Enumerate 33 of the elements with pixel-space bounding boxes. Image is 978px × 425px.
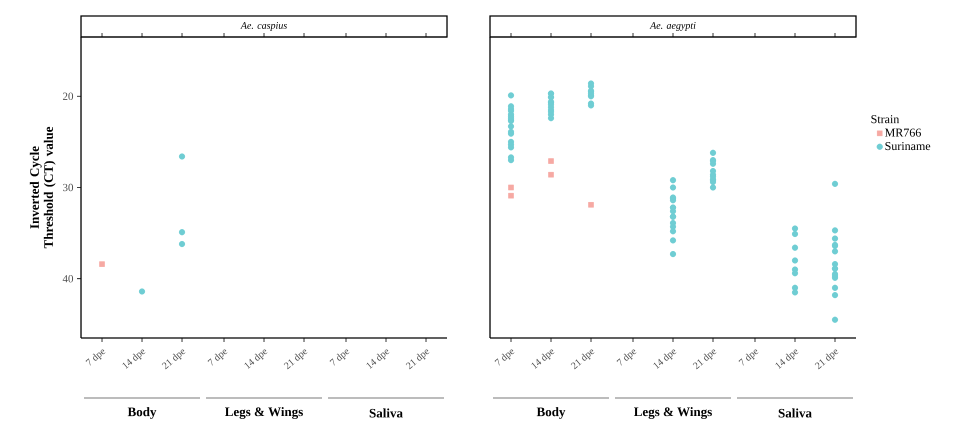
x-axis-title: Legs & Wings <box>634 407 712 419</box>
x-axis-title: Saliva <box>370 408 403 418</box>
x-tick-label: 14 dpe <box>244 350 268 370</box>
x-tick-label: 21 dpe <box>162 350 186 370</box>
y-tick-label: 30 <box>63 184 74 192</box>
x-tick-label: 7 dpe <box>208 350 228 366</box>
chart-title: Ae. aegypti <box>650 22 696 31</box>
y-tick-label: 40 <box>62 275 74 282</box>
x-tick-label: 7 dpe <box>616 350 636 366</box>
legend-label: MR766 <box>884 128 921 137</box>
x-tick-label: 21 dpe <box>814 350 838 370</box>
x-tick-label: 7 dpe <box>330 350 350 366</box>
x-tick-label: 14 dpe <box>654 350 676 370</box>
legend-label: Suriname <box>885 142 930 150</box>
x-tick-label: 14 dpe <box>776 350 798 370</box>
x-tick-label: 7 dpe <box>494 350 514 366</box>
x-tick-label: 14 dpe <box>122 350 146 370</box>
x-tick-label: 7 dpe <box>86 350 106 366</box>
x-axis-title: Legs & Wings <box>224 407 303 419</box>
x-tick-label: 21 dpe <box>692 350 716 370</box>
x-axis-title: Body <box>536 407 566 419</box>
x-tick-label: 7 dpe <box>738 350 758 366</box>
x-axis-title: Saliva <box>778 408 812 418</box>
chart-title: Ae. caspius <box>240 22 287 31</box>
x-tick-label: 21 dpe <box>570 350 594 370</box>
y-tick-label: 20 <box>62 92 74 100</box>
legend-title: Strain <box>871 115 900 124</box>
x-tick-label: 21 dpe <box>406 350 430 370</box>
x-tick-label: 14 dpe <box>532 350 554 370</box>
x-axis-title: Body <box>128 407 156 419</box>
y-axis-title: Inverted Cycle Threshold (CT) value <box>30 126 56 248</box>
x-tick-label: 14 dpe <box>366 350 390 370</box>
x-tick-label: 21 dpe <box>284 350 308 370</box>
